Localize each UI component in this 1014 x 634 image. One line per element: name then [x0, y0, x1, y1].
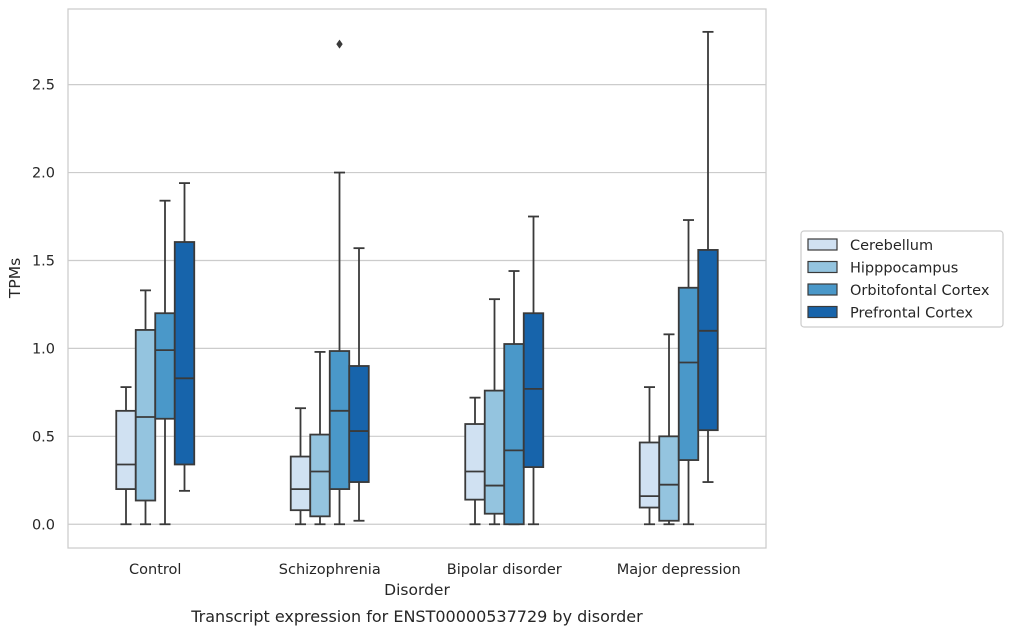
- x-tick-label: Control: [129, 562, 181, 578]
- box-iqr: [638, 441, 661, 509]
- y-tick-label: 0.5: [32, 429, 55, 445]
- legend-swatch: [807, 305, 838, 319]
- box-iqr: [503, 343, 525, 526]
- flier-point: [336, 39, 343, 49]
- box-iqr: [134, 329, 157, 502]
- legend-label: Cerebellum: [850, 238, 933, 254]
- x-tick-label: Bipolar disorder: [447, 562, 562, 578]
- box-0-3: [173, 182, 196, 492]
- y-tick-label: 1.0: [32, 341, 55, 357]
- y-tick-label: 1.5: [32, 253, 55, 269]
- x-tick-label: Schizophrenia: [279, 562, 381, 578]
- box-iqr: [483, 389, 506, 515]
- box-1-0: [289, 407, 312, 526]
- y-axis-ticks: 0.0 0.5 1.0 1.5 2.0 2.5: [32, 78, 55, 534]
- legend-frame: [800, 230, 1004, 328]
- legend-label: Hipppocampus: [850, 261, 958, 277]
- box-3-3: [697, 30, 719, 483]
- y-tick-label: 2.5: [32, 78, 55, 94]
- box-iqr: [464, 423, 486, 501]
- box-0-2: [154, 199, 176, 526]
- x-axis-label: Disorder: [384, 581, 450, 599]
- box-iqr: [309, 433, 331, 518]
- box-2-1: [483, 298, 506, 526]
- box-iqr: [289, 455, 312, 512]
- plot-frame: [67, 8, 767, 549]
- box-2-2: [503, 270, 525, 526]
- boxes: [115, 30, 719, 526]
- x-axis-ticks: Control Schizophrenia Bipolar disorder Majo…: [129, 562, 741, 578]
- box-iqr: [348, 365, 370, 483]
- box-1-3: [348, 247, 370, 522]
- chart-caption: Transcript expression for ENST0000053772…: [190, 607, 643, 626]
- legend-swatch: [807, 283, 838, 296]
- legend-label: Orbitofontal Cortex: [850, 283, 990, 299]
- legend: Cerebellum Hipppocampus Orbitofontal Corte…: [800, 230, 1004, 328]
- x-tick-label: Major depression: [617, 562, 741, 578]
- box-0-0: [115, 386, 137, 526]
- box-iqr: [658, 435, 680, 522]
- box-3-2: [677, 219, 700, 526]
- box-1-2: [328, 39, 351, 526]
- y-axis-label: TPMs: [6, 258, 24, 299]
- box-iqr: [677, 286, 700, 461]
- box-iqr: [697, 249, 719, 432]
- y-tick-label: 0.0: [32, 517, 55, 533]
- box-3-1: [658, 333, 680, 526]
- y-tick-label: 2.0: [32, 166, 55, 182]
- legend-label: Prefrontal Cortex: [850, 306, 973, 322]
- box-2-3: [522, 215, 545, 526]
- box-iqr: [522, 312, 545, 469]
- legend-swatch: [807, 238, 838, 251]
- box-iqr: [115, 409, 137, 490]
- box-3-0: [638, 386, 661, 526]
- box-0-1: [134, 289, 157, 526]
- box-2-0: [464, 396, 486, 526]
- legend-swatch: [807, 260, 838, 274]
- box-iqr: [328, 350, 351, 490]
- box-1-1: [309, 351, 331, 526]
- box-iqr: [173, 241, 196, 466]
- box-iqr: [154, 312, 176, 420]
